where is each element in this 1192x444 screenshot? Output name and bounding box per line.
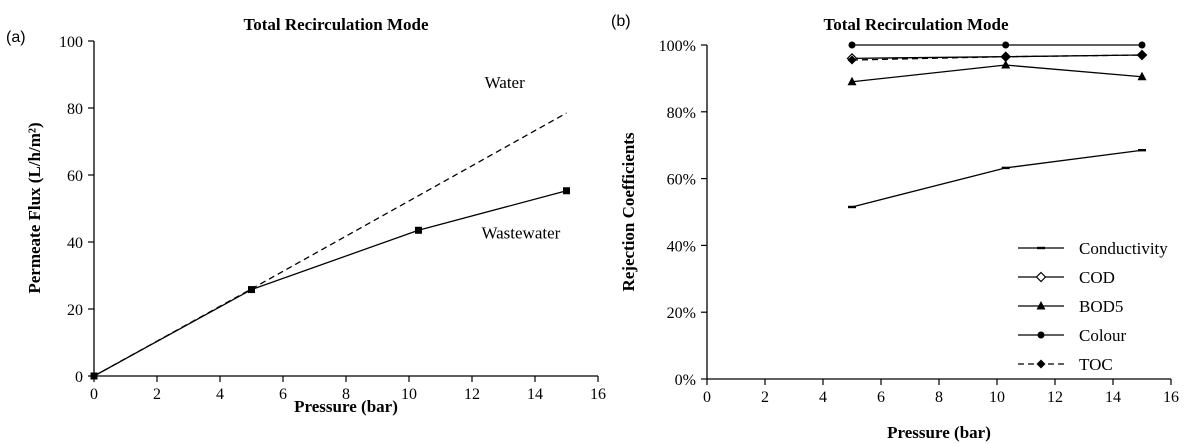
x-tick-label: 14 [527, 386, 543, 403]
x-tick-label: 0 [703, 389, 711, 406]
series-line-bod5 [851, 64, 1143, 83]
panel-a-y-label: Permeate Flux (L/h/m²) [25, 122, 44, 293]
x-tick-label: 4 [216, 386, 224, 403]
data-point-toc [847, 55, 857, 65]
y-tick-label: 60 [67, 168, 83, 185]
panel-b-y-label: Rejection Coefficients [619, 132, 638, 291]
y-tick-label: 80% [667, 105, 696, 122]
data-point-origin [90, 372, 98, 380]
legend-marker-colour [1037, 331, 1045, 339]
y-tick-label: 60% [667, 172, 696, 189]
data-point-wastewater [248, 286, 255, 294]
x-tick-label: 6 [279, 386, 287, 403]
series-line-wastewater [93, 190, 567, 377]
x-tick-label: 14 [1105, 389, 1121, 406]
legend-label-conductivity: Conductivity [1079, 239, 1168, 258]
legend-marker-bod5 [1036, 301, 1046, 310]
series-line-conductivity [851, 149, 1143, 208]
x-tick-label: 0 [90, 386, 98, 403]
data-point-bod5 [847, 76, 857, 86]
y-tick-label: 100% [659, 38, 696, 55]
legend-label-colour: Colour [1079, 326, 1127, 345]
panel-a-x-label: Pressure (bar) [294, 397, 398, 416]
panel-a-title: Total Recirculation Mode [243, 15, 429, 34]
x-tick-label: 4 [819, 389, 827, 406]
panel-a-label: (a) [6, 29, 26, 46]
x-tick-label: 16 [590, 386, 606, 403]
panel-b-legend: Conductivity COD BOD5 Colour TOC [1018, 239, 1168, 374]
y-tick-label: 0% [675, 372, 696, 389]
x-tick-label: 16 [1163, 389, 1179, 406]
data-point-conductivity [848, 205, 856, 209]
x-tick-label: 10 [401, 386, 417, 403]
panel-a-x-ticks: 0 2 4 6 8 10 12 14 16 [90, 376, 606, 403]
data-point-colour [1002, 41, 1010, 49]
panel-a-annotations: Water Wastewater [481, 73, 560, 243]
y-tick-label: 40% [667, 238, 696, 255]
legend-marker-cod [1035, 271, 1047, 283]
data-point-conductivity [1001, 166, 1010, 170]
x-tick-label: 2 [153, 386, 161, 403]
panel-b-title: Total Recirculation Mode [823, 15, 1009, 34]
data-point-wastewater [414, 226, 422, 234]
data-point-conductivity [1138, 149, 1146, 152]
series-line-water [93, 112, 567, 377]
panel-a: (a) Total Recirculation Mode 0 2 4 6 8 10 12 14… [6, 15, 606, 416]
y-tick-label: 40 [67, 235, 83, 252]
x-tick-label: 12 [464, 386, 480, 403]
y-tick-label: 80 [67, 101, 83, 118]
x-tick-label: 12 [1047, 389, 1063, 406]
annotation-water: Water [485, 73, 525, 92]
y-tick-label: 100 [59, 34, 83, 51]
panel-b-x-label: Pressure (bar) [887, 423, 991, 442]
y-tick-label: 20% [667, 305, 696, 322]
y-tick-label: 20 [67, 302, 83, 319]
x-tick-label: 6 [877, 389, 885, 406]
x-tick-label: 8 [342, 386, 350, 403]
legend-marker-toc [1036, 359, 1046, 369]
panel-b-series [846, 41, 1148, 209]
legend-marker-conductivity [1037, 246, 1045, 250]
x-tick-label: 10 [989, 389, 1005, 406]
data-point-wastewater [563, 187, 570, 195]
legend-label-cod: COD [1079, 268, 1115, 287]
panel-b: (b) Total Recirculation Mode 0 2 4 6 8 10 12 14… [611, 13, 1179, 442]
panel-b-x-ticks: 0 2 4 6 8 10 12 14 16 [703, 379, 1179, 406]
data-point-colour [848, 41, 856, 49]
data-point-bod5 [1137, 71, 1147, 81]
data-point-toc [1001, 52, 1011, 62]
panel-a-series [90, 112, 570, 380]
data-point-colour [1138, 41, 1146, 49]
x-tick-label: 2 [761, 389, 769, 406]
y-tick-label: 0 [75, 369, 83, 386]
annotation-wastewater: Wastewater [481, 224, 560, 243]
data-point-bod5 [1001, 60, 1011, 69]
panel-a-y-ticks: 0 20 40 60 80 100 [59, 34, 94, 386]
panel-b-y-ticks: 0% 20% 40% 60% 80% 100% [659, 38, 707, 389]
legend-label-bod5: BOD5 [1079, 297, 1123, 316]
x-tick-label: 8 [935, 389, 943, 406]
legend-label-toc: TOC [1079, 355, 1113, 374]
panel-b-label: (b) [611, 13, 631, 30]
data-point-toc [1137, 50, 1147, 60]
